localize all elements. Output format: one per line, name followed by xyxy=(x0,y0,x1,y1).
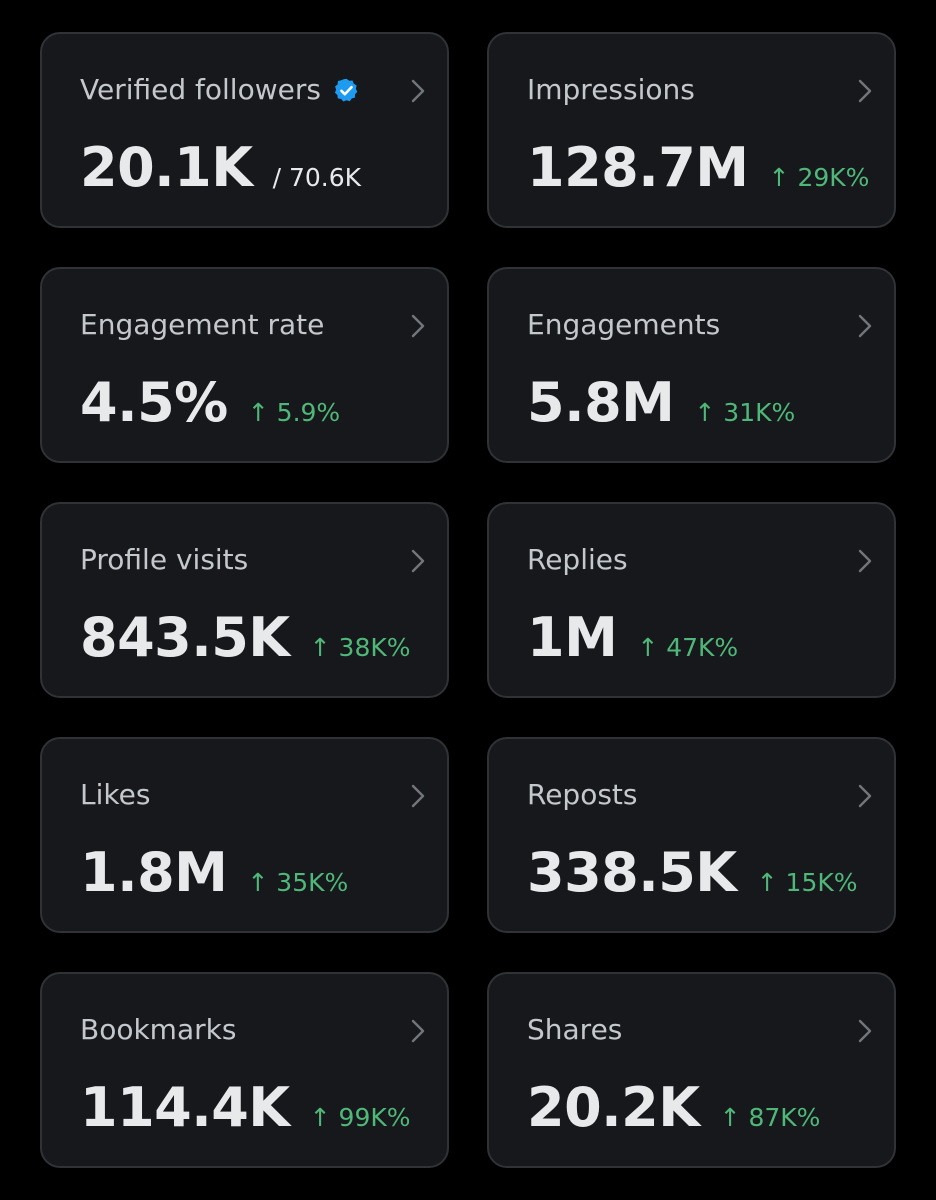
metrics-grid: Verified followers 20.1K / 70.6K Impress… xyxy=(40,32,896,1168)
metric-value-row: 20.1K / 70.6K xyxy=(80,136,361,200)
card-title: Shares xyxy=(527,1013,623,1046)
chevron-right-icon xyxy=(411,79,425,103)
metric-value: 20.2K xyxy=(527,1076,700,1139)
metric-total: / 70.6K xyxy=(272,163,362,192)
metric-value-row: 843.5K ↑ 38K% xyxy=(80,606,411,670)
card-title-row: Replies xyxy=(527,542,628,578)
metric-change: ↑ 35K% xyxy=(247,868,349,897)
metric-value-row: 5.8M ↑ 31K% xyxy=(527,371,795,435)
chevron-right-icon xyxy=(411,549,425,573)
metric-value: 20.1K xyxy=(80,136,253,199)
metric-value: 5.8M xyxy=(527,371,675,434)
card-title: Profile visits xyxy=(80,543,249,576)
metric-value: 843.5K xyxy=(80,606,290,669)
card-title-row: Profile visits xyxy=(80,542,248,578)
card-title-row: Engagements xyxy=(527,307,720,343)
card-title-row: Likes xyxy=(80,777,150,813)
metric-value: 338.5K xyxy=(527,841,737,904)
card-profile-visits[interactable]: Profile visits 843.5K ↑ 38K% xyxy=(40,502,449,698)
card-title: Bookmarks xyxy=(80,1013,237,1046)
chevron-right-icon xyxy=(411,314,425,338)
metric-value-row: 114.4K ↑ 99K% xyxy=(80,1076,411,1140)
card-title: Impressions xyxy=(527,73,695,106)
metric-change: ↑ 5.9% xyxy=(247,398,341,427)
card-likes[interactable]: Likes 1.8M ↑ 35K% xyxy=(40,737,449,933)
metric-value-row: 338.5K ↑ 15K% xyxy=(527,841,858,905)
card-shares[interactable]: Shares 20.2K ↑ 87K% xyxy=(487,972,896,1168)
card-title-row: Shares xyxy=(527,1012,622,1048)
metric-value: 4.5% xyxy=(80,371,228,434)
metric-change: ↑ 31K% xyxy=(694,398,796,427)
card-title: Engagement rate xyxy=(80,308,325,341)
metric-value: 128.7M xyxy=(527,136,749,199)
metric-value: 114.4K xyxy=(80,1076,290,1139)
chevron-right-icon xyxy=(858,549,872,573)
chevron-right-icon xyxy=(411,1019,425,1043)
card-engagements[interactable]: Engagements 5.8M ↑ 31K% xyxy=(487,267,896,463)
card-title-row: Verified followers xyxy=(80,72,360,108)
card-title: Reposts xyxy=(527,778,638,811)
metric-value-row: 1M ↑ 47K% xyxy=(527,606,738,670)
card-title: Likes xyxy=(80,778,151,811)
metric-change: ↑ 29K% xyxy=(768,163,870,192)
metric-change: ↑ 99K% xyxy=(309,1103,411,1132)
card-verified-followers[interactable]: Verified followers 20.1K / 70.6K xyxy=(40,32,449,228)
metric-change: ↑ 38K% xyxy=(309,633,411,662)
card-engagement-rate[interactable]: Engagement rate 4.5% ↑ 5.9% xyxy=(40,267,449,463)
metric-value-row: 128.7M ↑ 29K% xyxy=(527,136,869,200)
chevron-right-icon xyxy=(411,784,425,808)
metric-change: ↑ 15K% xyxy=(756,868,858,897)
card-title: Engagements xyxy=(527,308,721,341)
chevron-right-icon xyxy=(858,79,872,103)
card-title-row: Impressions xyxy=(527,72,695,108)
card-title: Replies xyxy=(527,543,628,576)
card-bookmarks[interactable]: Bookmarks 114.4K ↑ 99K% xyxy=(40,972,449,1168)
card-reposts[interactable]: Reposts 338.5K ↑ 15K% xyxy=(487,737,896,933)
metric-value-row: 1.8M ↑ 35K% xyxy=(80,841,348,905)
card-title-row: Engagement rate xyxy=(80,307,324,343)
card-title-row: Reposts xyxy=(527,777,637,813)
card-title-row: Bookmarks xyxy=(80,1012,236,1048)
chevron-right-icon xyxy=(858,784,872,808)
metric-value: 1M xyxy=(527,606,618,669)
metric-change: ↑ 87K% xyxy=(719,1103,821,1132)
card-replies[interactable]: Replies 1M ↑ 47K% xyxy=(487,502,896,698)
chevron-right-icon xyxy=(858,1019,872,1043)
card-impressions[interactable]: Impressions 128.7M ↑ 29K% xyxy=(487,32,896,228)
chevron-right-icon xyxy=(858,314,872,338)
metric-change: ↑ 47K% xyxy=(637,633,739,662)
metric-value-row: 4.5% ↑ 5.9% xyxy=(80,371,340,435)
verified-badge-icon xyxy=(334,78,358,102)
card-title: Verified followers xyxy=(80,73,321,106)
metric-value-row: 20.2K ↑ 87K% xyxy=(527,1076,820,1140)
metric-value: 1.8M xyxy=(80,841,228,904)
